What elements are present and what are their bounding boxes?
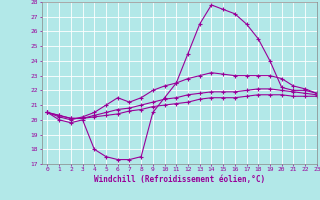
- X-axis label: Windchill (Refroidissement éolien,°C): Windchill (Refroidissement éolien,°C): [94, 175, 265, 184]
